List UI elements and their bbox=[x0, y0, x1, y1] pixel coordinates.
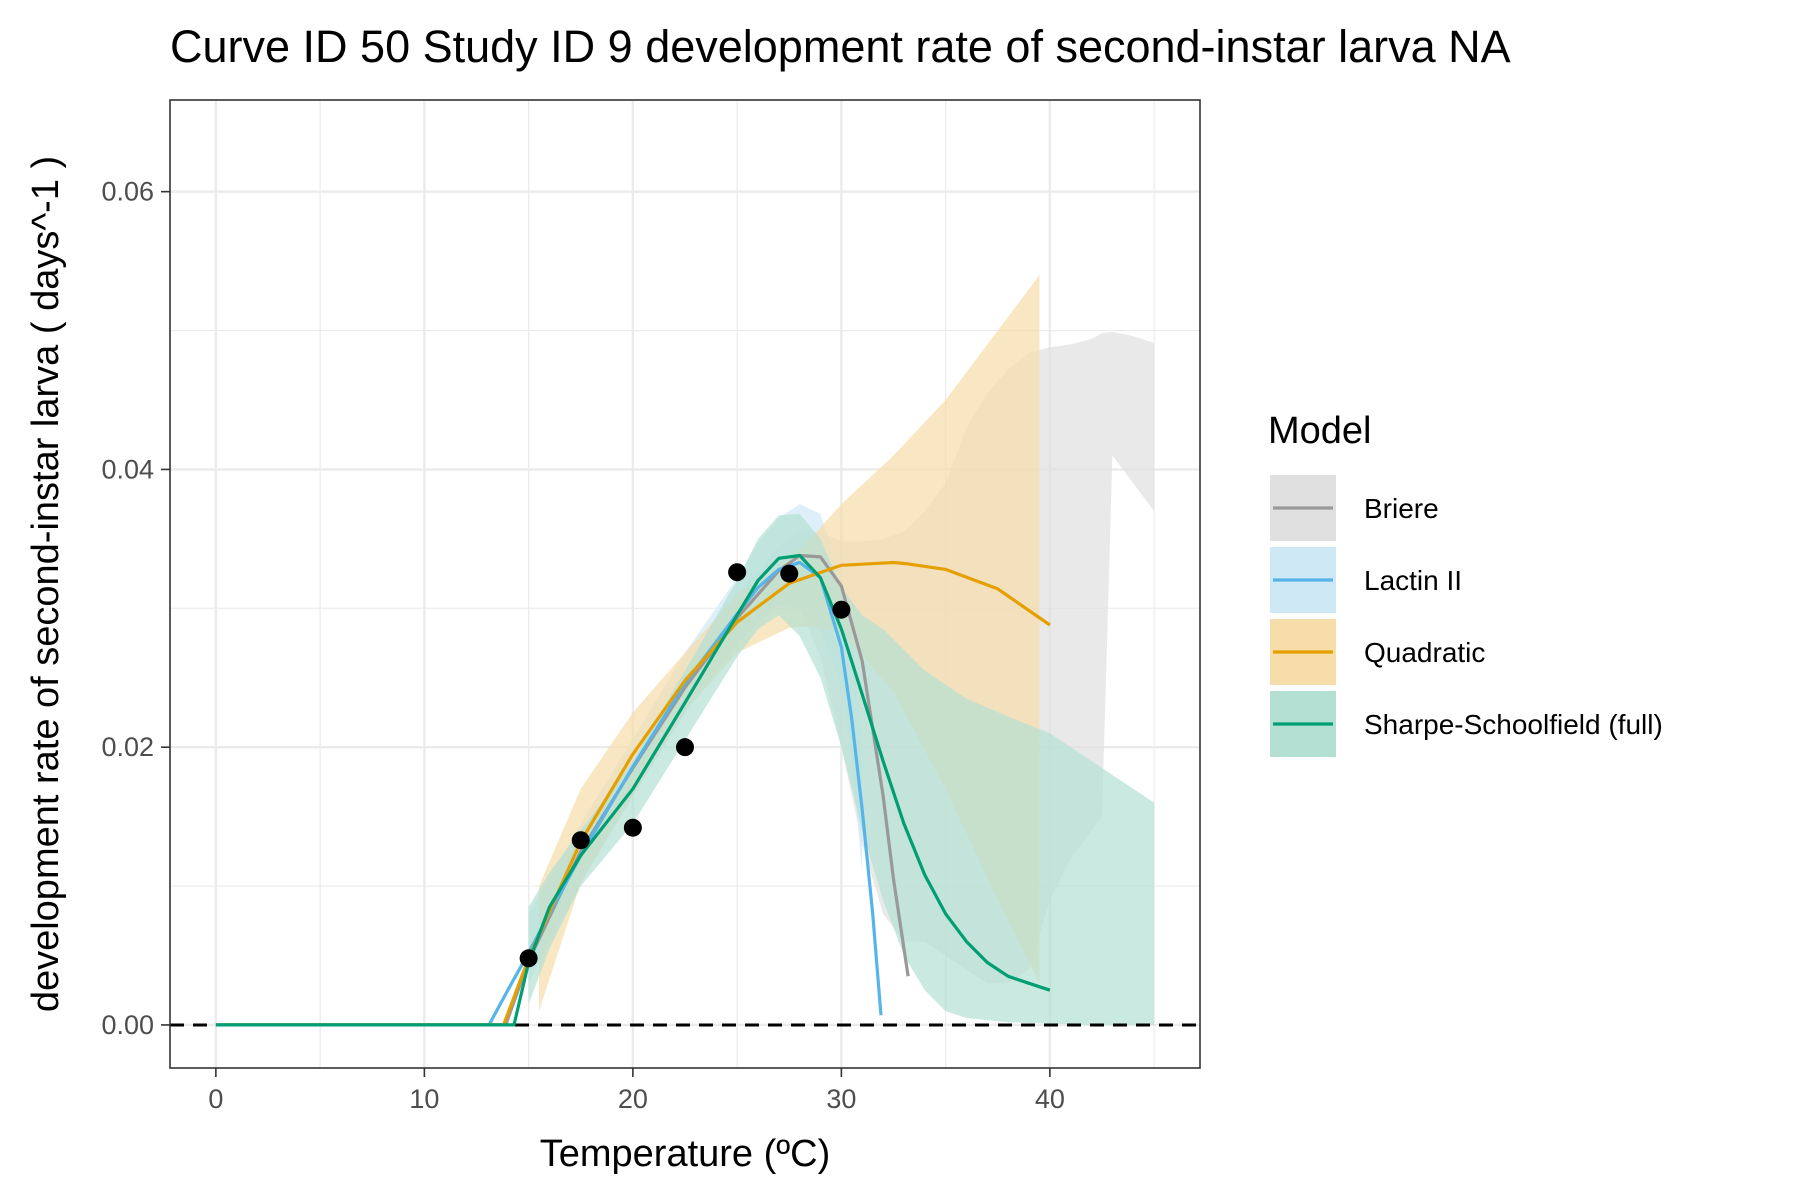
data-point bbox=[832, 600, 851, 619]
data-point bbox=[623, 818, 642, 837]
legend-label: Briere bbox=[1364, 493, 1439, 524]
data-point bbox=[780, 564, 799, 583]
x-tick-label: 10 bbox=[409, 1084, 439, 1114]
legend-title: Model bbox=[1268, 410, 1372, 452]
y-axis: 0.00 0.02 0.04 0.06 bbox=[101, 177, 170, 1040]
legend-item-quadratic: Quadratic bbox=[1270, 619, 1485, 685]
y-tick-label: 0.04 bbox=[101, 454, 154, 484]
data-points bbox=[519, 563, 851, 968]
data-point bbox=[728, 563, 747, 582]
x-axis: 0 10 20 30 40 bbox=[208, 1068, 1065, 1114]
x-tick-label: 30 bbox=[826, 1084, 856, 1114]
x-axis-title: Temperature (ºC) bbox=[540, 1133, 831, 1175]
ribbon-sharpe-schoolfield-full bbox=[528, 513, 1155, 1025]
line-lactin-ii bbox=[215, 560, 883, 1027]
data-point bbox=[676, 738, 694, 757]
x-tick-label: 0 bbox=[208, 1084, 223, 1114]
line-sharpe-schoolfield-full bbox=[215, 553, 1051, 1027]
y-tick-label: 0.06 bbox=[101, 177, 154, 207]
plot-panel-border bbox=[169, 99, 1201, 1069]
ribbon-quadratic bbox=[539, 275, 1040, 1012]
legend-label: Quadratic bbox=[1364, 637, 1485, 668]
chart-title: Curve ID 50 Study ID 9 development rate … bbox=[170, 21, 1511, 72]
legend-item-lactin-ii: Lactin II bbox=[1270, 547, 1462, 613]
data-point bbox=[519, 949, 538, 968]
legend: Model Briere Lactin II Quadratic Sharpe-Sch… bbox=[1268, 410, 1663, 757]
legend-label: Lactin II bbox=[1364, 565, 1462, 596]
data-point bbox=[571, 831, 590, 850]
y-axis-title: development rate of second-instar larva … bbox=[25, 156, 67, 1012]
legend-item-briere: Briere bbox=[1270, 475, 1439, 541]
y-tick-label: 0.02 bbox=[101, 732, 154, 762]
x-tick-label: 20 bbox=[618, 1084, 648, 1114]
model-lines bbox=[215, 553, 1051, 1027]
legend-label: Sharpe-Schoolfield (full) bbox=[1364, 709, 1663, 740]
legend-item-sharpe-schoolfield-full: Sharpe-Schoolfield (full) bbox=[1270, 691, 1663, 757]
y-tick-label: 0.00 bbox=[101, 1010, 154, 1040]
x-tick-label: 40 bbox=[1035, 1084, 1065, 1114]
